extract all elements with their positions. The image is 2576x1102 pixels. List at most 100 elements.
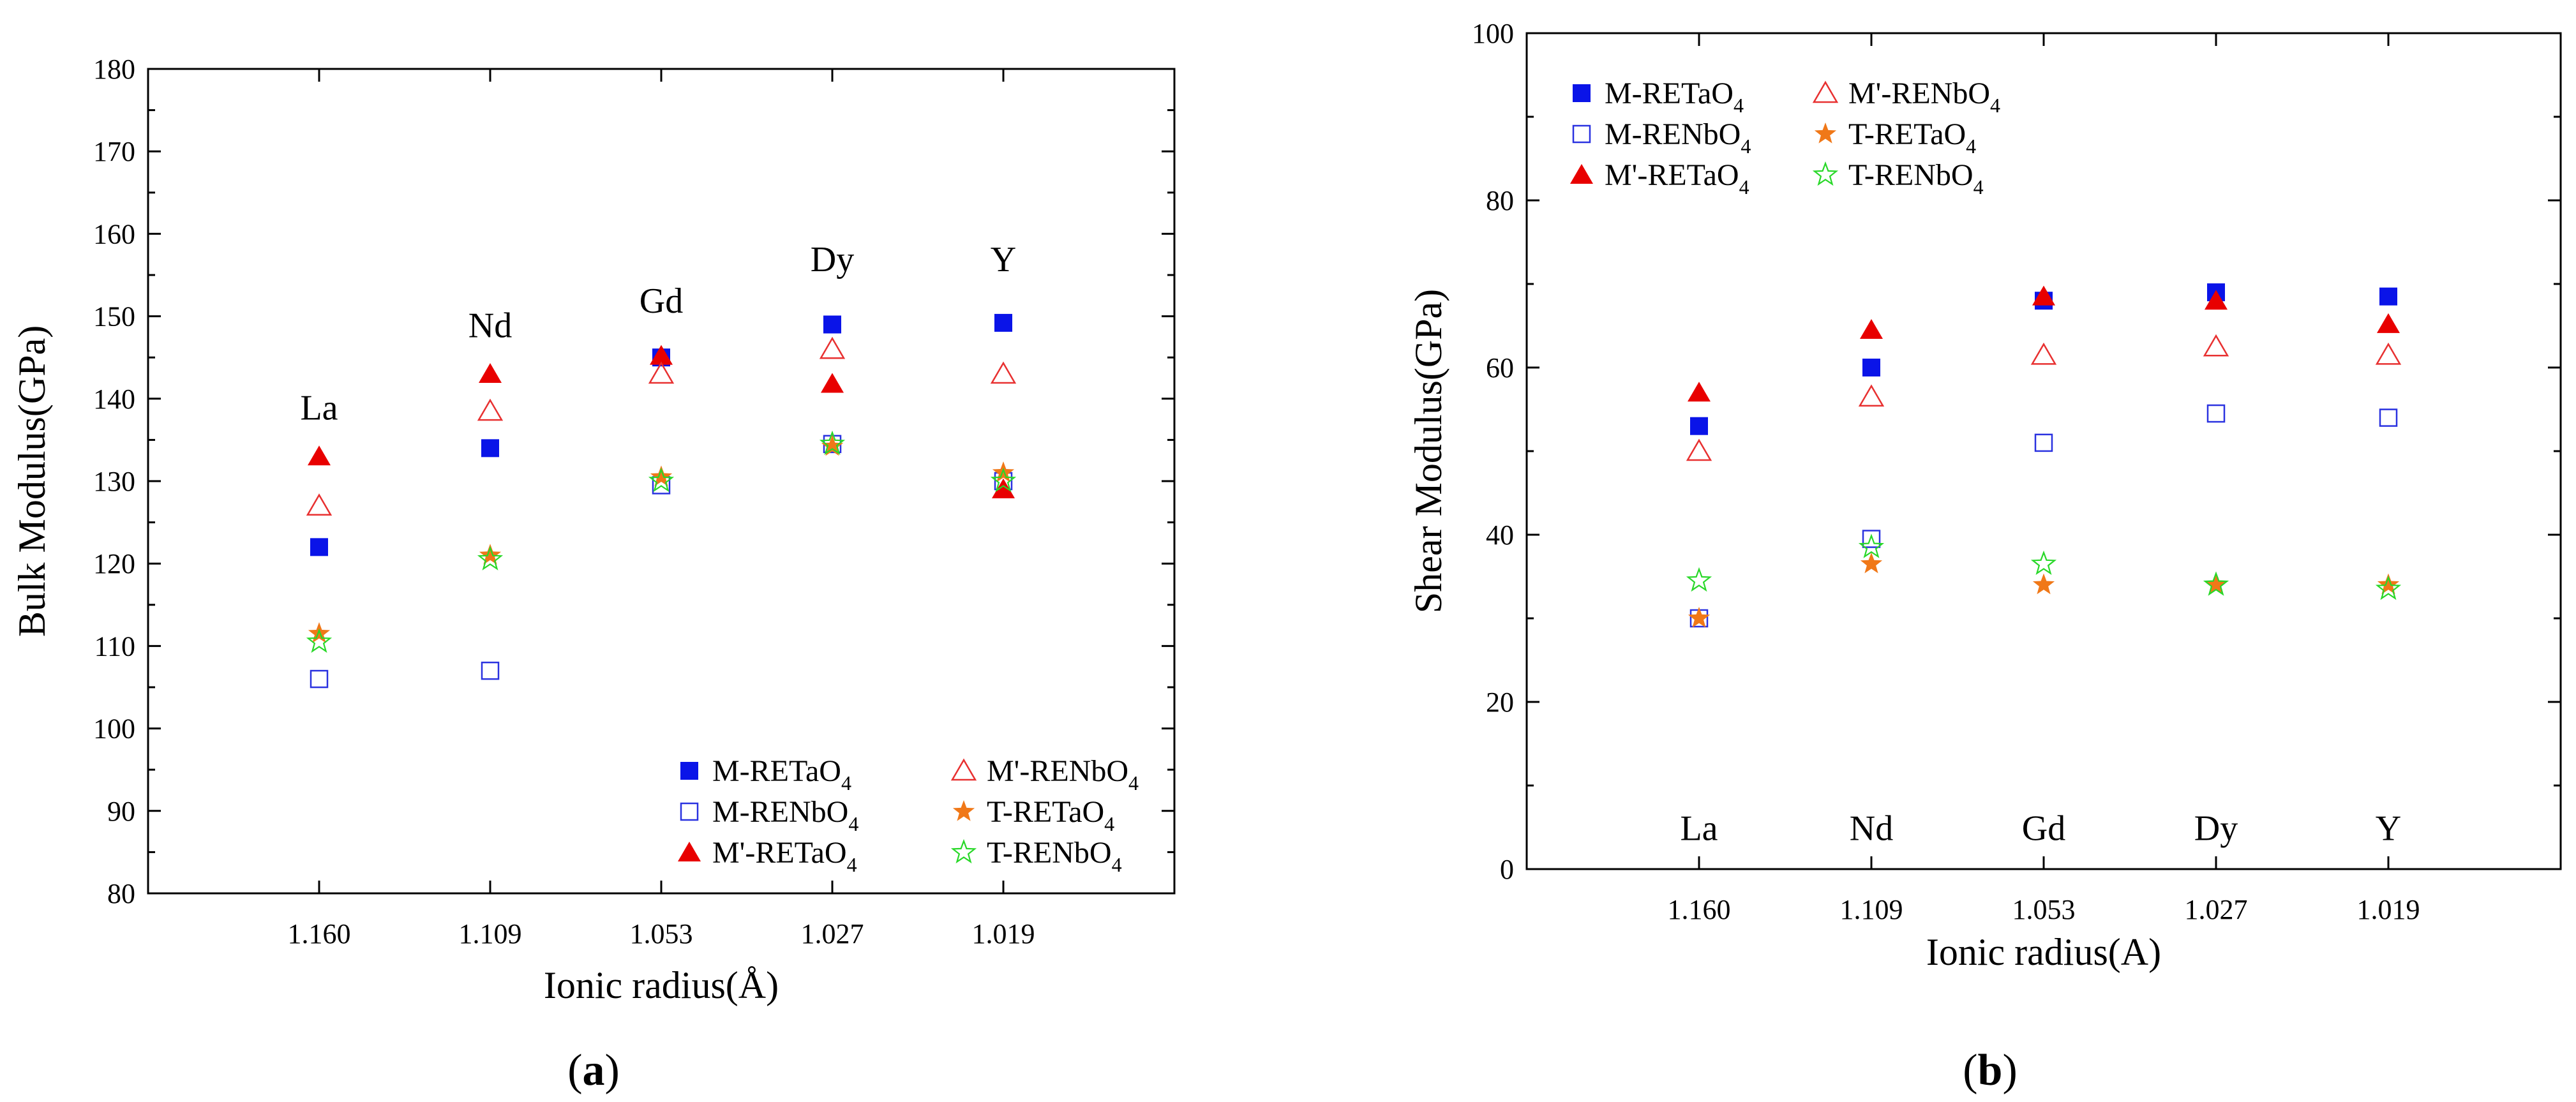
chart-panel-a: 80 90 100 110 120 130 140 150 160 170 180 1.160 1.10… [11,54,1176,1095]
data-point [2032,285,2055,306]
data-point [1686,438,1712,461]
y-axis-label: Shear Modulus(GPa) [1407,289,1449,613]
data-point [2377,313,2400,333]
x-tick-label: 1.019 [2357,894,2420,925]
legend-label-subscript: 4 [1104,812,1114,835]
data-point [481,439,499,458]
y-axis-label: Bulk Modulus(GPa) [11,325,53,637]
data-point [310,669,329,689]
y-tick-label: 180 [93,54,135,85]
data-point [2205,290,2228,310]
data-point [2206,404,2226,423]
data-point [990,467,1017,493]
data-point [650,465,673,487]
data-point [1862,530,1881,548]
y-tick-label: 80 [107,878,135,909]
legend-label-text: T-RETaO [987,795,1104,829]
element-label: Y [991,240,1016,279]
data-point [994,313,1012,332]
panel-label-open: ( [1963,1046,1977,1095]
legend-label-subscript: 4 [1990,94,2000,117]
legend-label-text: T-RENbO [1848,158,1973,192]
legend-label-subscript: 4 [1741,135,1751,158]
y-tick-label: 0 [1500,854,1514,885]
legend-label-text: M-RETaO [1605,77,1734,110]
data-point [650,345,673,365]
data-point [477,398,504,421]
series-Mp_RETaO4 [1688,285,2400,402]
x-tick-label: 1.019 [972,918,1035,949]
series-M_RETaO4 [1690,283,2397,435]
legend-marker [678,842,701,861]
data-point [990,361,1017,384]
legend-marker [680,762,698,780]
data-point [2034,433,2053,452]
x-axis-label: Ionic radius(A) [1926,931,2161,973]
element-label: La [1680,809,1718,849]
legend-label: M-RETaO4 [712,754,851,794]
panel-label: (b) [1963,1046,2018,1095]
legend-marker [680,802,699,821]
series-T_RETaO4 [1688,552,2400,628]
legend-marker [1572,124,1591,144]
legend-label: T-RETaO4 [1848,117,1976,158]
data-point [1862,359,1880,376]
data-point [310,538,328,556]
legend-label: M-RETaO4 [1605,77,1744,117]
legend-label: M'-RETaO4 [712,836,857,876]
legend-label: M'-RENbO4 [987,754,1139,794]
legend-label: T-RENbO4 [987,836,1122,876]
data-point [992,478,1015,498]
panel-label-close: ) [2002,1046,2017,1095]
legend-label-subscript: 4 [847,853,857,876]
y-tick-label: 90 [107,796,135,827]
data-point [648,467,675,493]
x-tick-label: 1.053 [630,918,693,949]
y-tick-label: 170 [93,136,135,167]
legend-label-subscript: 4 [1734,94,1744,117]
legend-label: T-RENbO4 [1848,158,1984,198]
data-point [648,361,675,384]
data-point [306,493,333,516]
legend-label: M-RENbO4 [1605,117,1751,158]
legend-label-text: M-RENbO [1605,117,1741,151]
legend-label-subscript: 4 [841,771,851,794]
legend-label-subscript: 4 [1966,135,1976,158]
legend-marker [1570,164,1593,184]
data-point [1690,417,1708,435]
panel-label-letter: b [1978,1046,2003,1095]
data-point [819,430,846,455]
data-point [2203,571,2229,596]
data-point [1688,382,1711,402]
panel-label-open: ( [567,1046,582,1095]
data-point [823,315,841,334]
y-tick-label: 60 [1486,352,1514,383]
data-point [1858,384,1885,407]
x-tick-label: 1.160 [1668,894,1731,925]
legend-marker [950,838,977,864]
data-point [2203,334,2229,357]
y-tick-label: 150 [93,301,135,332]
data-point [308,445,331,466]
legend-label: M'-RENbO4 [1848,77,2000,117]
legend-marker [950,758,977,781]
legend-marker [1812,161,1839,186]
panel-label-letter: a [583,1046,605,1095]
y-tick-label: 40 [1486,519,1514,551]
data-point [2377,573,2400,595]
legend-marker [1573,84,1591,102]
y-tick-label: 110 [94,630,135,662]
legend-label-text: M-RENbO [712,795,848,829]
x-tick-label: 1.109 [459,918,522,949]
element-label: Gd [2022,809,2065,849]
legend-label-text: T-RETaO [1848,117,1966,151]
x-tick-label: 1.053 [2012,894,2076,925]
data-point [479,363,502,383]
y-tick-label: 130 [93,466,135,497]
data-point [2205,573,2228,595]
element-label: Nd [1850,809,1893,849]
legend-label-text: M'-RETaO [712,836,847,870]
